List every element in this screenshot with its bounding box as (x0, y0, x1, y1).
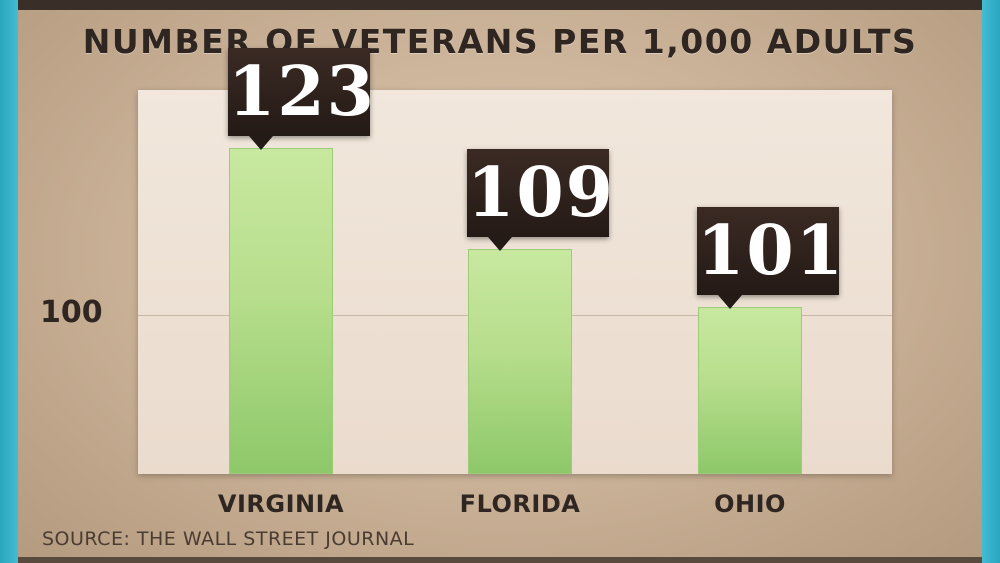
top-border-strip (18, 0, 982, 10)
bar-virginia (229, 147, 333, 474)
value-label-pointer-florida (488, 237, 512, 252)
bottom-border-strip (18, 557, 982, 563)
value-label-ohio: 101 (697, 207, 843, 296)
value-label-pointer-virginia (249, 135, 273, 150)
value-label-virginia: 123 (228, 47, 374, 136)
category-label-ohio: OHIO (714, 490, 786, 518)
category-label-florida: FLORIDA (459, 490, 581, 518)
chart-title: NUMBER OF VETERANS PER 1,000 ADULTS (82, 22, 918, 61)
source-note: SOURCE: THE WALL STREET JOURNAL (42, 528, 415, 550)
value-label-florida: 109 (467, 149, 613, 238)
bar-ohio (698, 307, 802, 474)
category-label-virginia: VIRGINIA (217, 490, 345, 518)
value-label-pointer-ohio (718, 295, 742, 310)
bar-florida (468, 249, 572, 474)
y-tick-label-100: 100 (40, 294, 103, 330)
